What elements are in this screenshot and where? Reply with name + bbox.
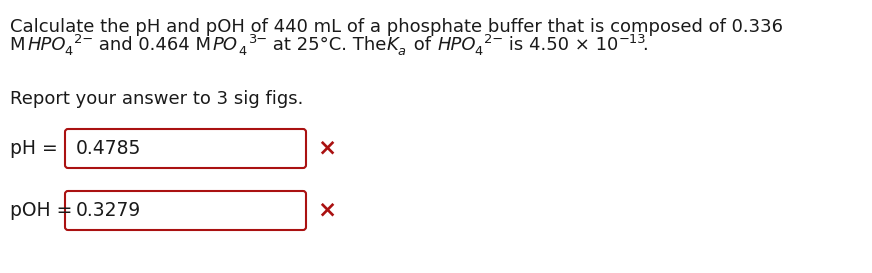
- Text: HPO: HPO: [438, 36, 476, 54]
- Text: 4: 4: [238, 45, 246, 58]
- Text: M: M: [10, 36, 31, 54]
- Text: 0.3279: 0.3279: [76, 200, 141, 219]
- FancyBboxPatch shape: [65, 191, 306, 230]
- Text: and 0.464 M: and 0.464 M: [93, 36, 217, 54]
- Text: 3−: 3−: [248, 33, 267, 46]
- Text: 0.4785: 0.4785: [76, 138, 141, 158]
- Text: at 25°C. The: at 25°C. The: [267, 36, 392, 54]
- Text: a: a: [397, 45, 405, 58]
- Text: 4: 4: [64, 45, 72, 58]
- Text: pH =: pH =: [10, 138, 64, 158]
- Text: .: .: [642, 36, 648, 54]
- Text: 4: 4: [474, 45, 482, 58]
- Text: Report your answer to 3 sig figs.: Report your answer to 3 sig figs.: [10, 90, 303, 108]
- Text: 2−: 2−: [74, 33, 93, 46]
- Text: Calculate the pH and pOH of 440 mL of a phosphate buffer that is composed of 0.3: Calculate the pH and pOH of 440 mL of a …: [10, 18, 783, 36]
- FancyBboxPatch shape: [65, 129, 306, 168]
- Text: K: K: [387, 36, 399, 54]
- Text: −13: −13: [619, 33, 646, 46]
- Text: is 4.50 × 10: is 4.50 × 10: [503, 36, 618, 54]
- Text: ×: ×: [317, 198, 336, 221]
- Text: HPO: HPO: [28, 36, 66, 54]
- Text: ×: ×: [317, 136, 336, 159]
- Text: pOH =: pOH =: [10, 200, 78, 219]
- Text: 2−: 2−: [484, 33, 503, 46]
- Text: PO: PO: [213, 36, 238, 54]
- Text: of: of: [408, 36, 437, 54]
